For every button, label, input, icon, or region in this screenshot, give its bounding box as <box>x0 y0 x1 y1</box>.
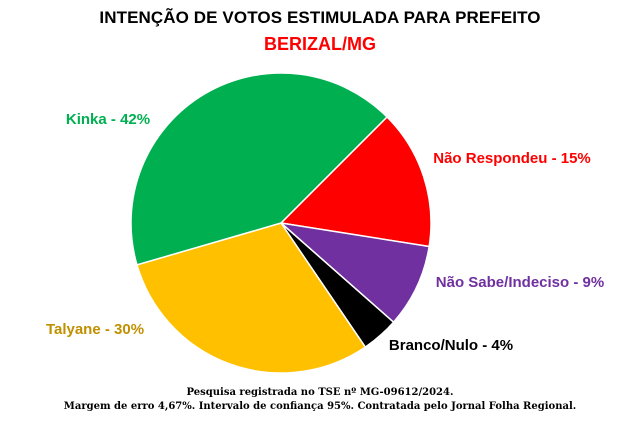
slice-label-branco-nulo: Branco/Nulo - 4% <box>389 337 513 354</box>
chart-title: INTENÇÃO DE VOTOS ESTIMULADA PARA PREFEI… <box>99 8 541 27</box>
pie-slice-talyane <box>136 222 367 374</box>
slice-label-talyane: Talyane - 30% <box>46 321 144 338</box>
footnote-registration: Pesquisa registrada no TSE nº MG-09612/2… <box>186 387 454 398</box>
pie-slice-kinka <box>130 72 389 266</box>
slice-label-n-o-sabe-indeciso: Não Sabe/Indeciso - 9% <box>436 274 604 291</box>
slice-label-n-o-respondeu: Não Respondeu - 15% <box>433 150 591 167</box>
chart-subtitle: BERIZAL/MG <box>264 34 376 54</box>
pie-slice-n-o-respondeu <box>279 115 432 248</box>
slice-label-kinka: Kinka - 42% <box>66 111 150 128</box>
footnote-methodology: Margem de erro 4,67%. Intervalo de confi… <box>63 401 577 412</box>
pie-slice-n-o-sabe-indeciso <box>278 221 431 324</box>
